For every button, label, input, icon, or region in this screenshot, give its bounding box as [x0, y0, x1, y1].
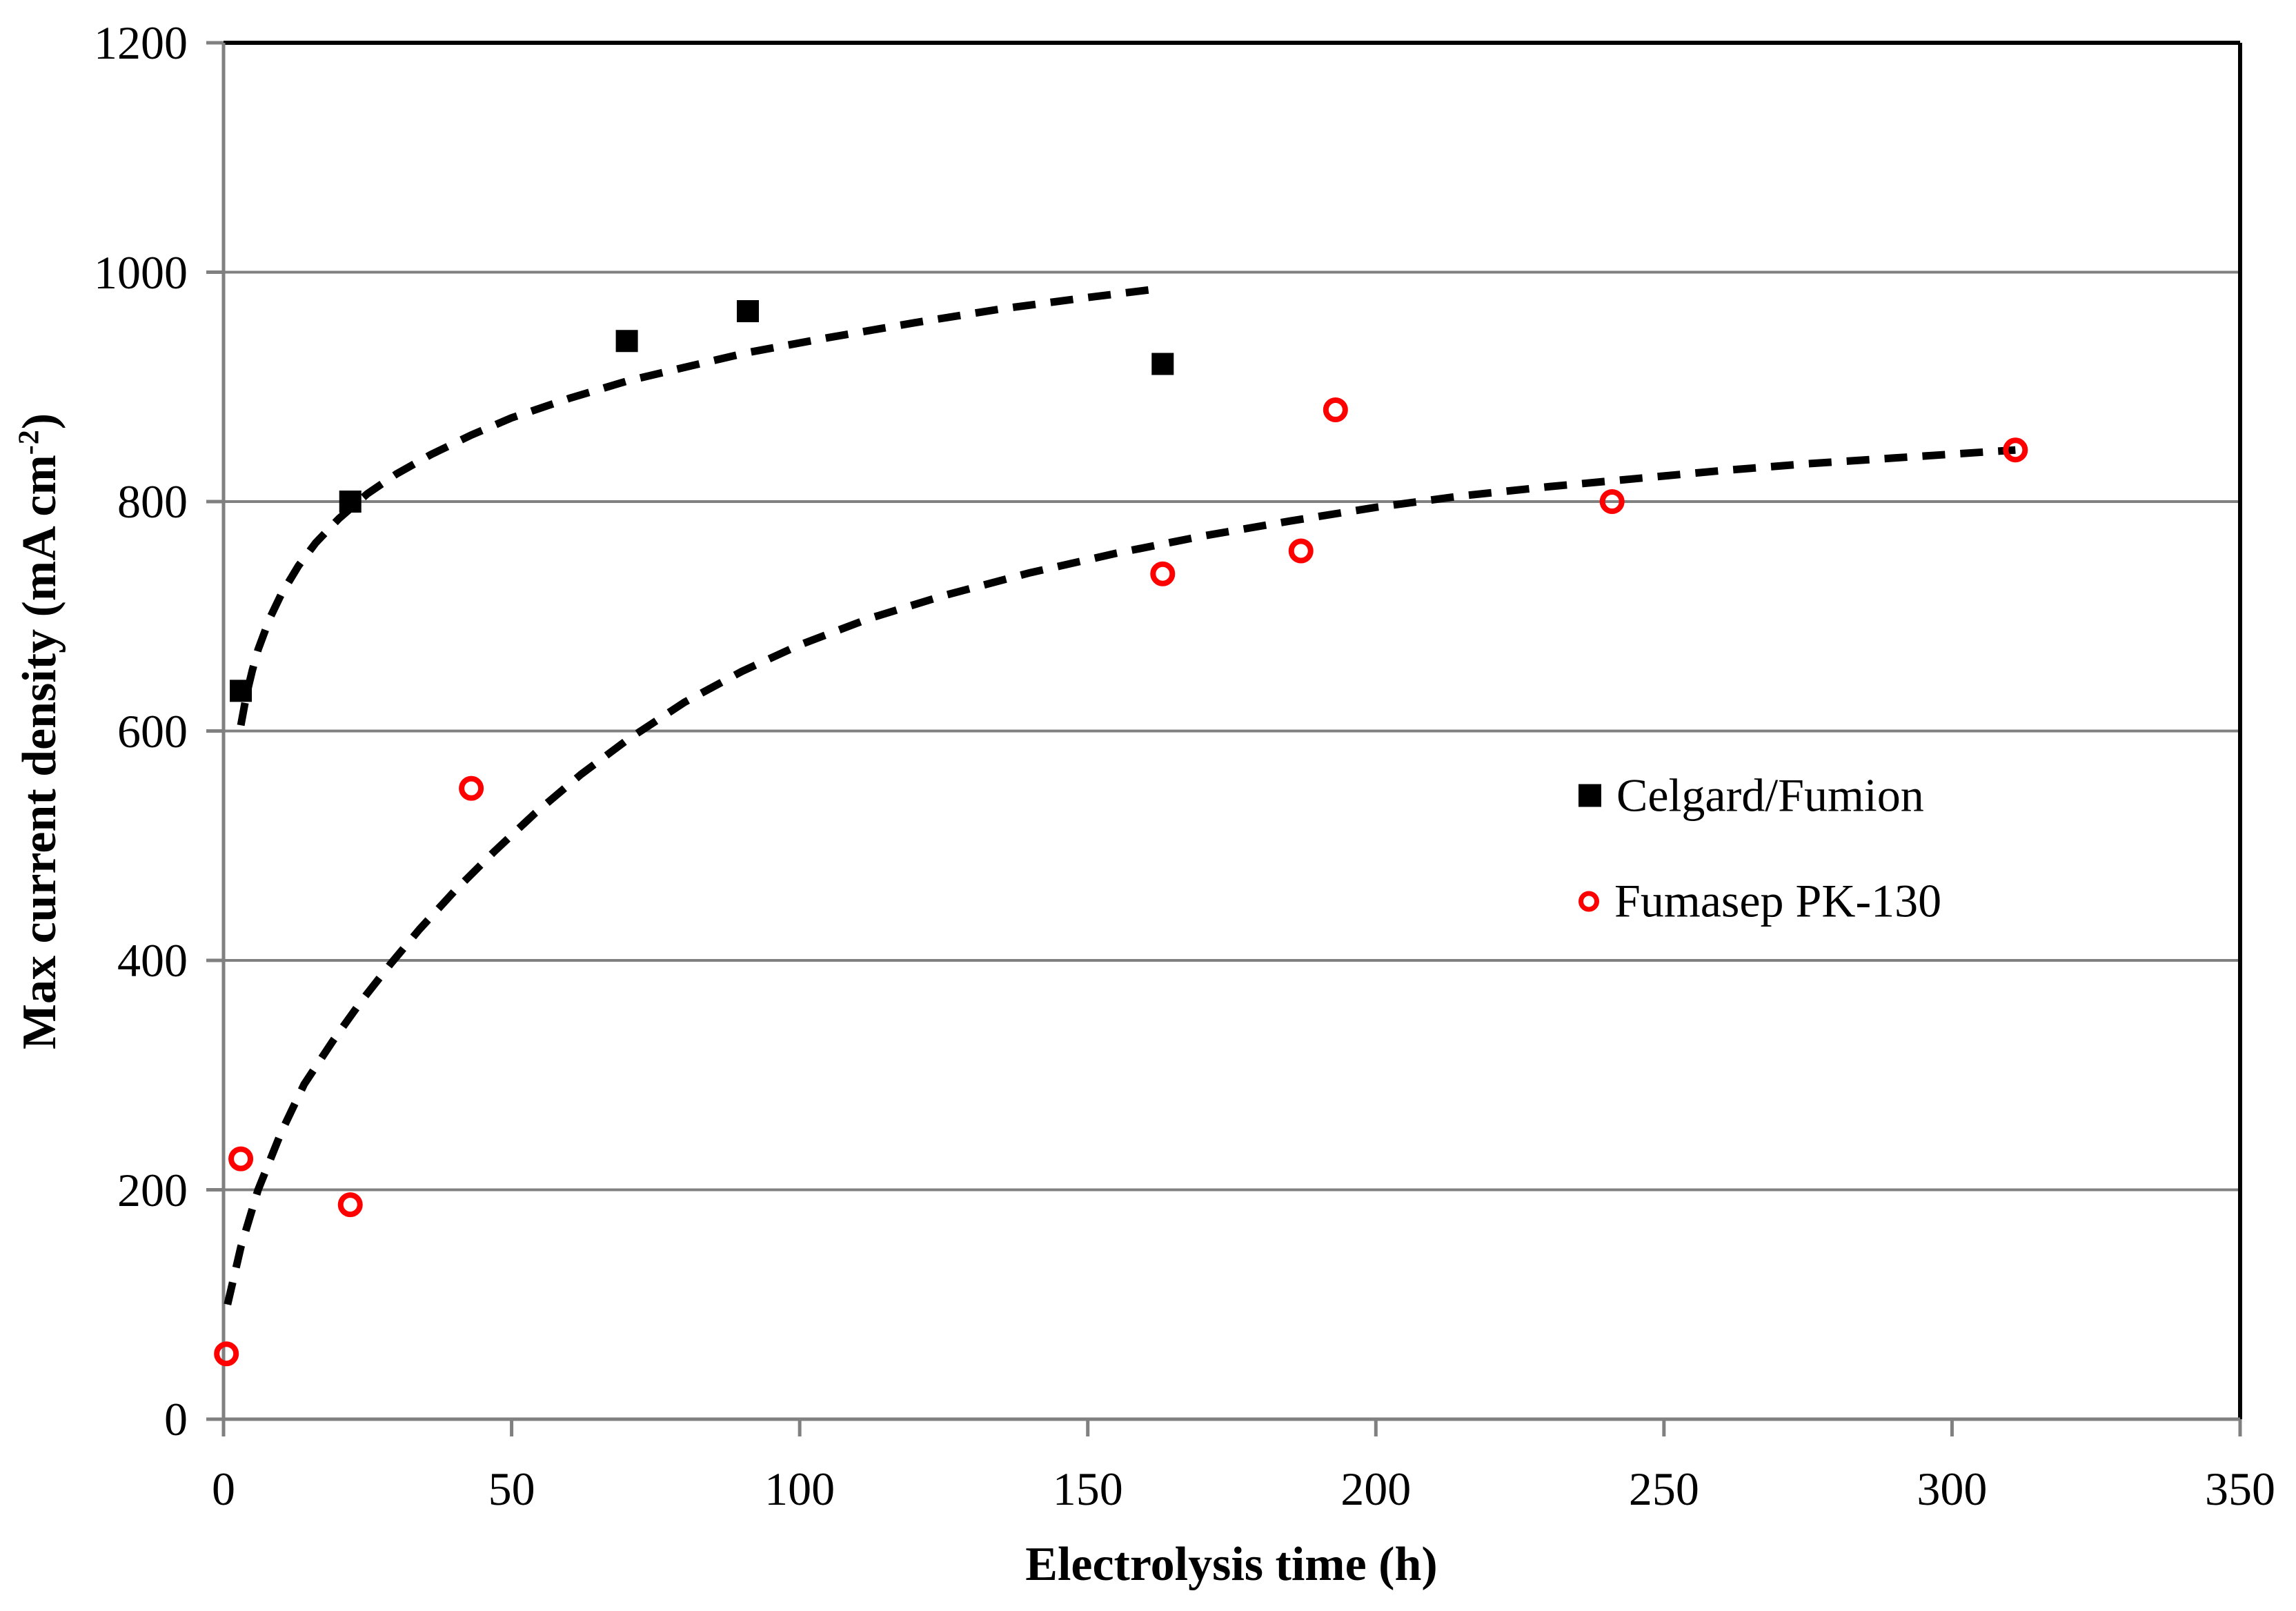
fumasep-point [459, 775, 484, 801]
legend-celgard-square-marker [1578, 784, 1601, 807]
y-axis-title: Max current density (mA cm-2) [12, 413, 68, 1049]
y-tick-label-1000: 1000 [94, 246, 188, 299]
legend-fumasep-label: Fumasep PK-130 [1614, 874, 1942, 927]
fumasep-point [1288, 538, 1314, 564]
x-tick-label-200: 200 [1340, 1463, 1412, 1515]
fumasep-point [1599, 489, 1625, 514]
x-tick-label-50: 50 [488, 1463, 535, 1515]
y-tick-label-1200: 1200 [94, 17, 188, 69]
x-tick-label-150: 150 [1052, 1463, 1123, 1515]
y-axis-title-end: ) [13, 413, 66, 430]
fumasep-point [2003, 437, 2028, 463]
y-tick-label-0: 0 [164, 1393, 188, 1445]
celgard-point [1151, 353, 1174, 375]
trendline-fumasep [224, 446, 2016, 1306]
celgard-point [339, 491, 362, 513]
x-tick-label-300: 300 [1917, 1463, 1988, 1515]
y-tick-label-200: 200 [117, 1163, 188, 1216]
fumasep-point [1323, 397, 1348, 422]
x-tick-label-350: 350 [2205, 1463, 2275, 1515]
celgard-point [736, 300, 759, 323]
legend-celgard-label: Celgard/Fumion [1616, 769, 1924, 822]
fumasep-point [1150, 561, 1176, 586]
fumasep-point [214, 1341, 239, 1367]
x-axis-title: Electrolysis time (h) [1025, 1538, 1438, 1591]
y-tick-label-800: 800 [117, 475, 188, 528]
legend-fumasep-circle-marker [1578, 891, 1599, 911]
celgard-point [615, 330, 638, 353]
legend-item-celgard: Celgard/Fumion [1578, 769, 1924, 823]
x-tick-label-250: 250 [1628, 1463, 1699, 1515]
y-tick-label-400: 400 [117, 934, 188, 987]
y-axis-title-superscript: -2 [13, 429, 46, 455]
fumasep-point [337, 1192, 363, 1218]
x-tick-label-0: 0 [212, 1463, 235, 1515]
fumasep-point [228, 1146, 254, 1172]
legend-item-fumasep: Fumasep PK-130 [1578, 874, 1941, 929]
celgard-point [230, 680, 253, 702]
trendline-celgard [237, 284, 1163, 727]
y-tick-label-600: 600 [117, 704, 188, 758]
x-tick-label-100: 100 [764, 1463, 835, 1515]
y-axis-title-main: Max current density (mA cm [13, 455, 66, 1050]
